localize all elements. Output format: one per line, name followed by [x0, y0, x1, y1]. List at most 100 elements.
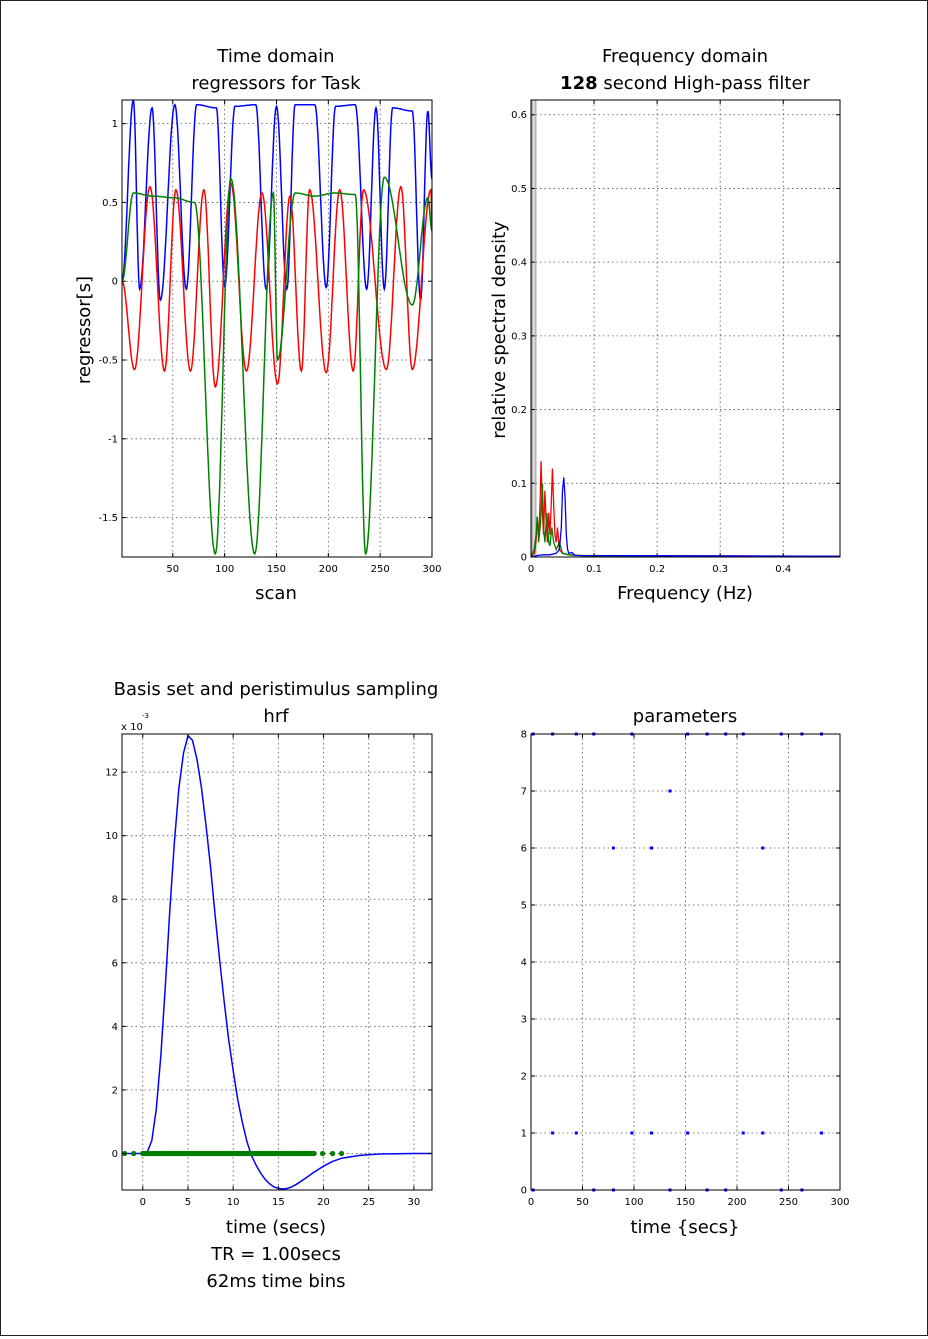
sample-point [311, 1150, 317, 1157]
parameters-xtick-label: 50 [576, 1197, 589, 1208]
parameters-xtick-label: 150 [676, 1197, 695, 1208]
time-domain-xtick-label: 150 [267, 564, 286, 575]
frequency-domain-ytick-label: 0.4 [511, 258, 527, 269]
time-domain-ytick-label: 0.5 [102, 198, 118, 209]
parameters-ytick-label: 3 [521, 1015, 527, 1026]
basis-set-series [122, 734, 432, 1190]
basis-set-xlabel: time (secs) [226, 1217, 326, 1238]
basis-set-ytick-label: 4 [112, 1022, 118, 1033]
frequency-domain-ticks: 0 0.1 0.2 0.3 0.4 0 0.1 0.2 0.3 0.4 0.5 0.6 [511, 100, 840, 575]
frequency-domain-xtick-label: 0.2 [649, 564, 665, 575]
parameters-xtick-label: 0 [528, 1197, 534, 1208]
parameter-point [611, 846, 615, 850]
parameter-point [820, 1131, 823, 1135]
sample-point [330, 1150, 336, 1157]
time-domain-title-line2: regressors for Task [191, 73, 361, 94]
basis-set-ytick-label: 8 [112, 895, 118, 906]
basis-set-ytick-label: 10 [105, 831, 118, 842]
frequency-domain-panel: Frequency domain 128 second High-pass fi… [489, 46, 841, 604]
basis-set-tr-label: TR = 1.00secs [210, 1244, 341, 1265]
frequency-domain-ytick-label: 0.3 [511, 331, 527, 342]
basis-set-title-line2: hrf [263, 706, 289, 727]
highpass-filter-band [531, 99, 537, 558]
basis-set-axes-box [121, 733, 433, 1191]
frequency-domain-title-line1: Frequency domain [602, 46, 768, 67]
parameters-ytick-label: 6 [521, 844, 527, 855]
parameters-grid [530, 733, 841, 1191]
frequency-domain-title-line2: 128 second High-pass filter [560, 73, 810, 94]
frequency-domain-ylabel: relative spectral density [489, 221, 510, 439]
exponent-label: x 10 [121, 722, 143, 733]
frequency-domain-axes-box [530, 99, 841, 558]
basis-set-xtick-label: 15 [272, 1197, 285, 1208]
sample-point [131, 1150, 137, 1157]
parameter-point [761, 846, 765, 850]
time-domain-ytick-label: 1 [112, 119, 118, 130]
frequency-domain-xtick-label: 0 [528, 564, 534, 575]
basis-set-xtick-label: 30 [408, 1197, 421, 1208]
time-domain-panel: Time domain regressors for Task 50 100 150… [74, 46, 442, 604]
sample-point [339, 1150, 345, 1157]
parameters-ytick-label: 8 [521, 730, 527, 741]
time-domain-xtick-label: 50 [166, 564, 179, 575]
basis-set-grid [122, 734, 432, 1190]
filter-period-value: 128 [560, 73, 598, 94]
parameter-point [630, 1131, 634, 1135]
basis-set-xtick-label: 25 [362, 1197, 375, 1208]
parameters-xtick-label: 100 [624, 1197, 643, 1208]
exponent-value: -3 [142, 712, 149, 720]
time-domain-ytick-label: 0 [112, 277, 118, 288]
parameter-point [650, 846, 653, 850]
parameters-ytick-label: 0 [521, 1186, 527, 1197]
hrf-curve [122, 734, 432, 1190]
frequency-domain-ytick-label: 0.6 [511, 110, 527, 121]
basis-set-xtick-label: 5 [185, 1197, 191, 1208]
time-domain-xtick-label: 100 [215, 564, 234, 575]
regressor-line-blue [122, 100, 432, 302]
parameters-ytick-label: 5 [521, 901, 527, 912]
basis-set-bins-label: 62ms time bins [206, 1271, 345, 1292]
basis-set-title-line1: Basis set and peristimulus sampling [114, 679, 439, 700]
regressor-line-red [122, 182, 432, 389]
basis-set-ytick-label: 12 [105, 768, 118, 779]
frequency-domain-ytick-label: 0.2 [511, 405, 527, 416]
parameters-title: parameters [633, 706, 737, 727]
frequency-domain-grid [530, 100, 840, 558]
parameters-ytick-label: 7 [521, 787, 527, 798]
parameter-point [761, 1131, 765, 1135]
parameters-xlabel: time {secs} [630, 1217, 739, 1238]
basis-set-ticks: 0 5 10 15 20 25 30 0 2 4 6 8 10 12 [105, 734, 432, 1208]
parameters-ticks: 0 50 100 150 200 250 300 0 1 2 3 4 5 6 7 8 [521, 730, 850, 1209]
time-domain-ylabel: regressor[s] [74, 276, 95, 384]
frequency-domain-ytick-label: 0.1 [511, 479, 527, 490]
parameter-point [686, 1131, 690, 1135]
frequency-domain-series [531, 99, 840, 558]
basis-set-ytick-label: 0 [112, 1149, 118, 1160]
regressor-line-green [122, 176, 432, 556]
parameters-panel: parameters 0 50 100 150 200 250 300 0 1 2 3 4 5 6 7 8 t… [521, 706, 850, 1238]
basis-set-ytick-label: 2 [112, 1085, 118, 1096]
parameters-ytick-label: 1 [521, 1129, 527, 1140]
basis-set-xtick-label: 0 [140, 1197, 146, 1208]
frequency-domain-ytick-label: 0.5 [511, 184, 527, 195]
parameters-ytick-label: 4 [521, 958, 527, 969]
frequency-domain-xtick-label: 0.1 [586, 564, 602, 575]
frequency-domain-ytick-label: 0 [521, 553, 527, 564]
time-domain-xtick-label: 250 [371, 564, 390, 575]
parameter-point [741, 1131, 745, 1135]
parameters-xtick-label: 300 [830, 1197, 849, 1208]
parameter-point [650, 1131, 653, 1135]
filter-title-rest: second High-pass filter [598, 73, 811, 94]
parameter-point [668, 789, 672, 793]
time-domain-axes-box [121, 99, 433, 558]
parameter-point [574, 1131, 578, 1135]
time-domain-ytick-label: -0.5 [98, 356, 118, 367]
time-domain-xtick-label: 300 [422, 564, 441, 575]
time-domain-series [122, 100, 432, 556]
time-domain-xlabel: scan [255, 583, 297, 604]
time-domain-title-line1: Time domain [216, 46, 334, 67]
frequency-domain-xtick-label: 0.4 [775, 564, 791, 575]
parameter-point [551, 1131, 555, 1135]
